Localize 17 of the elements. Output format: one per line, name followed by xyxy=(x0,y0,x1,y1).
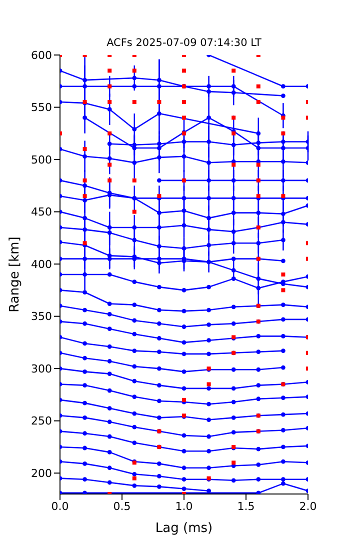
x-tick-label: 2.0 xyxy=(299,500,317,513)
x-tick-label: 1.0 xyxy=(175,500,193,513)
y-tick-label: 250 xyxy=(31,414,52,428)
y-tick-label: 200 xyxy=(31,467,52,480)
y-tick-label: 450 xyxy=(31,206,52,219)
y-tick-label: 300 xyxy=(31,362,52,376)
x-tick-label: 0.5 xyxy=(113,500,131,513)
y-tick-label: 550 xyxy=(31,101,52,114)
y-tick-label: 600 xyxy=(31,48,52,62)
x-tick-label: 0.0 xyxy=(51,500,69,513)
y-tick-label: 400 xyxy=(31,258,52,271)
y-tick-label: 350 xyxy=(31,310,52,324)
chart-title: ACFs 2025-07-09 07:14:30 LT xyxy=(106,37,262,49)
x-tick-label: 1.5 xyxy=(237,500,255,513)
y-tick-label: 500 xyxy=(31,153,52,166)
x-axis-title: Lag (ms) xyxy=(155,521,213,536)
y-axis-title: Range [km] xyxy=(8,236,23,312)
